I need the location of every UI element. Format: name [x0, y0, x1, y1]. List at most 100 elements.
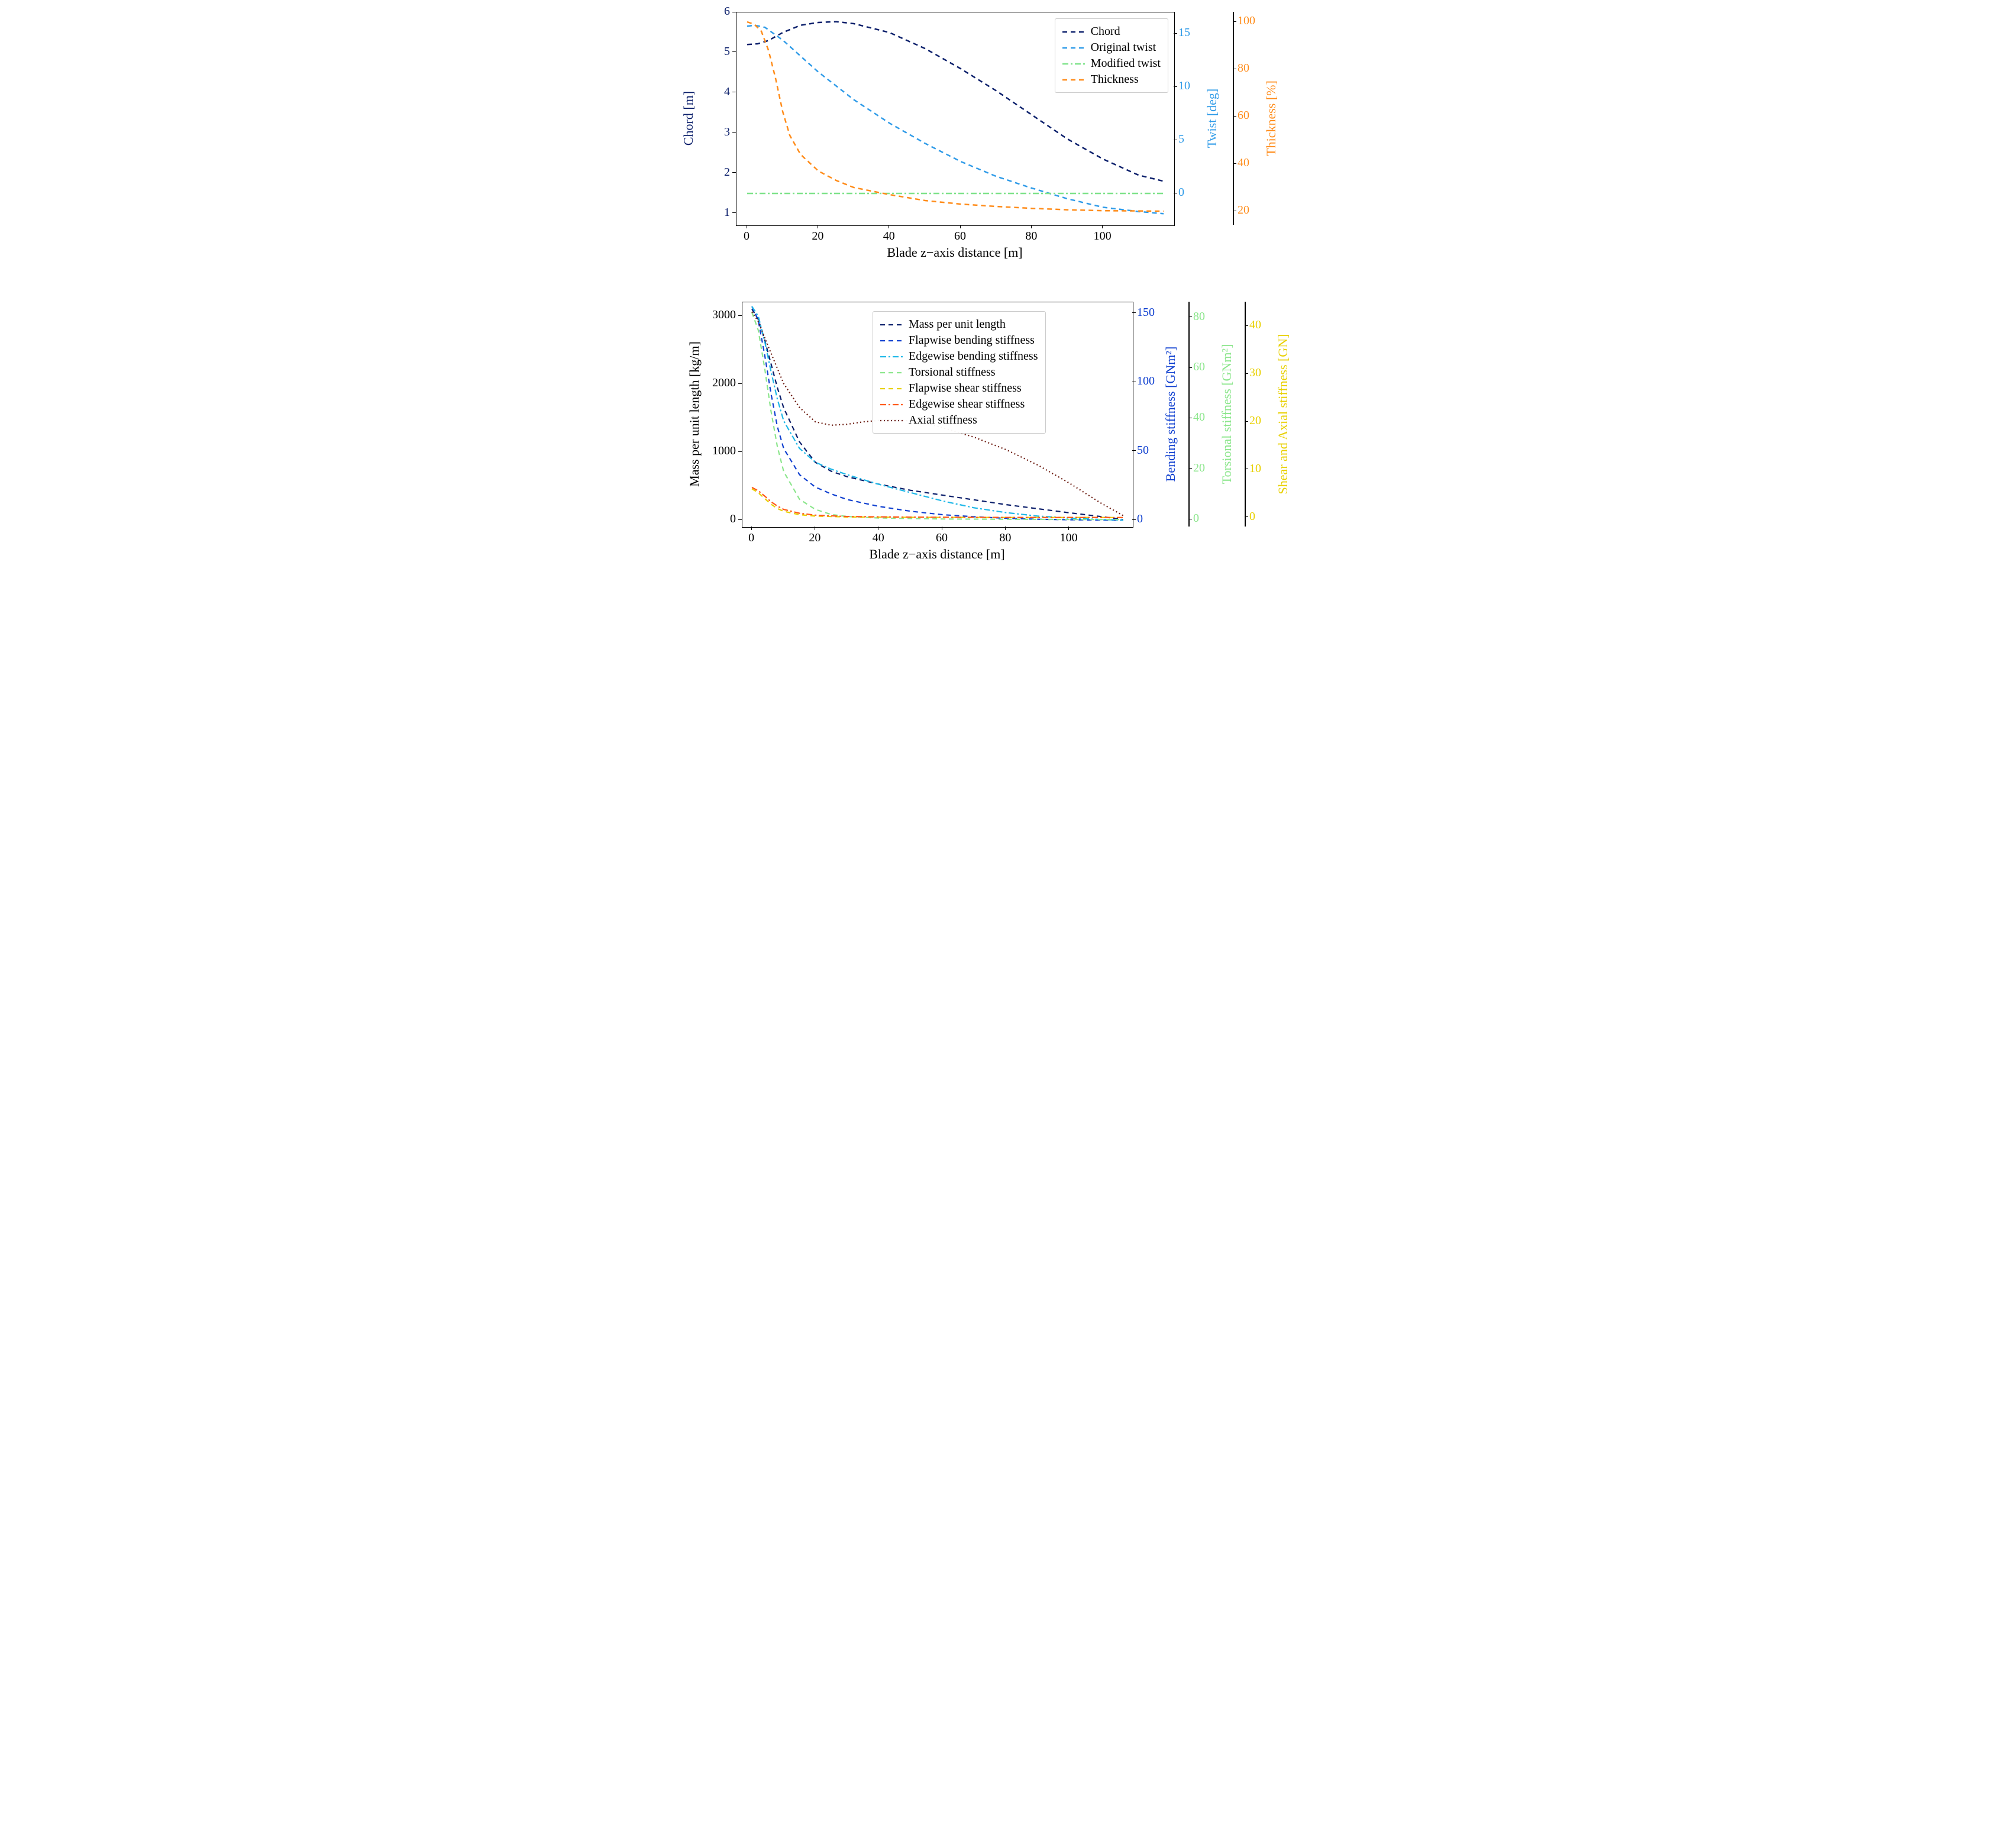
legend-item: Modified twist	[1062, 56, 1161, 72]
right-spine	[1188, 302, 1190, 527]
y-right-tick-label: 100	[1137, 374, 1155, 388]
y-left-tick	[738, 383, 742, 384]
y-right-tick-label: 20	[1238, 204, 1249, 217]
right-spine	[1233, 12, 1234, 225]
figure: ChordOriginal twistModified twistThickne…	[683, 12, 1333, 568]
x-tick-label: 80	[1019, 230, 1043, 243]
y-right-tick-label: 50	[1137, 444, 1149, 457]
y-left-tick	[732, 172, 736, 173]
legend-label: Modified twist	[1091, 57, 1161, 70]
legend-swatch	[1062, 26, 1086, 38]
legend-swatch	[880, 399, 904, 411]
legend-swatch	[880, 383, 904, 395]
y-left-tick-label: 0	[706, 512, 736, 526]
y-right-tick-label: 40	[1193, 411, 1205, 424]
y-left-tick-label: 3000	[706, 308, 736, 322]
y-left-tick-label: 1000	[706, 444, 736, 458]
plot-area: Mass per unit length Flapwise bending sti…	[742, 302, 1133, 528]
y-right-tick	[1132, 450, 1136, 451]
x-tick	[1068, 527, 1069, 530]
y-left-tick-label: 5	[700, 45, 730, 59]
y-right-axis-label: Bending stiffness [GNm²]	[1163, 347, 1178, 482]
legend: ChordOriginal twistModified twistThickne…	[1055, 18, 1168, 93]
y-right-tick-label: 5	[1178, 133, 1184, 146]
legend-label: Flapwise bending stiffness	[909, 334, 1035, 347]
legend-swatch	[1062, 42, 1086, 54]
x-tick-label: 40	[877, 230, 901, 243]
y-right-axis-label: Twist [deg]	[1204, 89, 1220, 148]
y-left-tick-label: 1	[700, 206, 730, 219]
y-left-tick-label: 6	[700, 5, 730, 18]
x-tick-label: 100	[1057, 531, 1081, 545]
right-spine	[1245, 302, 1246, 527]
y-left-tick	[732, 212, 736, 213]
y-right-tick-label: 150	[1137, 306, 1155, 319]
x-tick-label: 60	[948, 230, 972, 243]
y-right-tick-label: 10	[1178, 79, 1190, 93]
y-right-tick	[1245, 373, 1248, 374]
y-left-axis-label: Chord [m]	[681, 91, 696, 146]
legend-swatch	[880, 367, 904, 379]
legend-item: Flapwise shear stiffness	[880, 380, 1038, 396]
legend-label: Torsional stiffness	[909, 366, 996, 379]
x-axis-label: Blade z−axis distance [m]	[742, 547, 1132, 562]
legend-item: Mass per unit length	[880, 316, 1038, 332]
y-left-tick	[732, 132, 736, 133]
legend-label: Edgewise shear stiffness	[909, 398, 1025, 411]
y-right-tick-label: 60	[1193, 360, 1205, 374]
panel-top: ChordOriginal twistModified twistThickne…	[683, 12, 1304, 266]
legend-swatch	[880, 335, 904, 347]
y-right-tick	[1188, 468, 1192, 469]
x-tick-label: 20	[803, 531, 826, 545]
x-tick-label: 80	[993, 531, 1017, 545]
y-right-tick	[1188, 316, 1192, 317]
x-tick-label: 20	[806, 230, 829, 243]
y-right-tick-label: 0	[1249, 510, 1255, 524]
y-right-tick	[1132, 519, 1136, 520]
x-tick	[1031, 225, 1032, 228]
legend-label: Thickness	[1091, 73, 1139, 86]
legend: Mass per unit length Flapwise bending sti…	[873, 311, 1046, 434]
y-right-tick-label: 80	[1193, 310, 1205, 324]
x-tick-label: 40	[867, 531, 890, 545]
y-right-axis-label: Torsional stiffness [GNm²]	[1219, 344, 1235, 485]
legend-label: Axial stiffness	[909, 414, 977, 427]
y-right-tick-label: 40	[1249, 318, 1261, 332]
y-right-tick	[1245, 325, 1248, 326]
legend-item: Torsional stiffness	[880, 364, 1038, 380]
y-right-tick-label: 100	[1238, 14, 1255, 28]
x-tick-label: 60	[930, 531, 954, 545]
y-right-tick	[1233, 116, 1236, 117]
y-right-tick-label: 20	[1249, 414, 1261, 428]
x-tick-label: 100	[1091, 230, 1114, 243]
y-left-tick	[738, 451, 742, 452]
legend-swatch	[880, 351, 904, 363]
legend-swatch	[880, 415, 904, 427]
y-right-tick	[1132, 312, 1136, 313]
x-tick	[1005, 527, 1006, 530]
x-tick-label: 0	[739, 531, 763, 545]
y-right-tick	[1233, 163, 1236, 164]
y-left-tick	[738, 315, 742, 316]
y-right-tick	[1174, 33, 1177, 34]
y-right-tick	[1245, 421, 1248, 422]
legend-item: Thickness	[1062, 72, 1161, 88]
legend-swatch	[1062, 74, 1086, 86]
y-right-tick-label: 0	[1178, 186, 1184, 199]
y-left-axis-label: Mass per unit length [kg/m]	[687, 341, 702, 487]
y-right-tick	[1174, 86, 1177, 87]
x-tick	[960, 225, 961, 228]
y-right-tick	[1233, 21, 1236, 22]
legend-label: Edgewise bending stiffness	[909, 350, 1038, 363]
y-right-tick-label: 0	[1137, 512, 1143, 526]
panel-bottom: Mass per unit length Flapwise bending sti…	[683, 302, 1316, 568]
y-right-tick-label: 15	[1178, 26, 1190, 40]
y-left-tick-label: 3	[700, 125, 730, 139]
legend-swatch	[880, 319, 904, 331]
y-right-tick-label: 40	[1238, 156, 1249, 170]
y-left-tick	[738, 519, 742, 520]
y-left-tick-label: 2	[700, 166, 730, 179]
x-tick	[1102, 225, 1103, 228]
x-axis-label: Blade z−axis distance [m]	[736, 245, 1174, 260]
legend-item: Chord	[1062, 24, 1161, 40]
